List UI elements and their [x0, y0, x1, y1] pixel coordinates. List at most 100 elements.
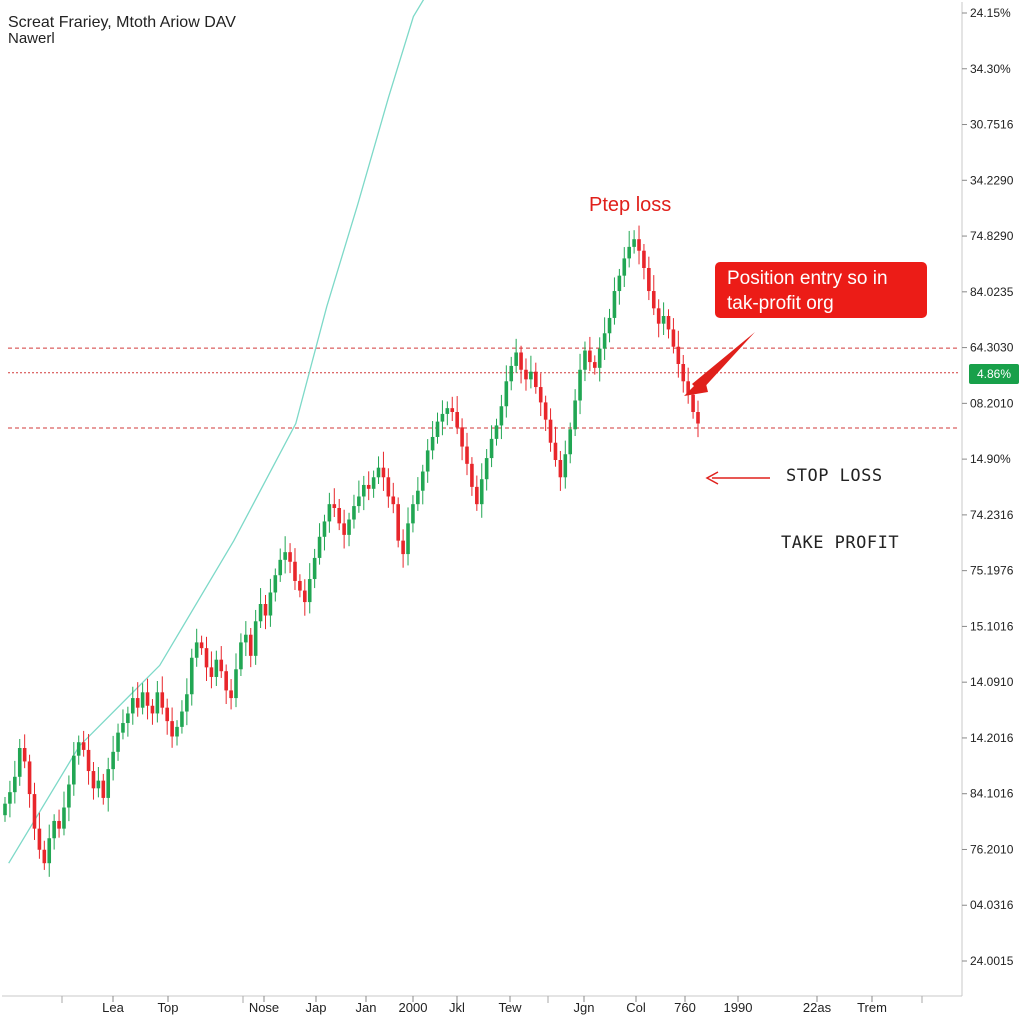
candle-body: [691, 394, 695, 412]
x-tick-label: 22as: [803, 1000, 832, 1015]
candle: [381, 451, 386, 491]
candle-body: [91, 771, 96, 789]
candle: [386, 468, 391, 508]
y-tick-label: 84.1016: [970, 787, 1014, 801]
candle: [543, 395, 548, 432]
candle: [150, 699, 155, 725]
candle-body: [327, 504, 332, 522]
candle-body: [214, 659, 219, 677]
candle: [67, 775, 71, 822]
candle: [504, 365, 509, 418]
candle-body: [17, 748, 22, 777]
y-tick-label: 04.0316: [970, 898, 1014, 912]
candle: [583, 341, 587, 382]
moving-average: [8, 0, 425, 864]
candle: [116, 723, 120, 761]
candle: [229, 679, 233, 710]
candle-body: [185, 694, 189, 712]
candle-body: [126, 713, 130, 724]
candle-body: [558, 460, 563, 478]
candle: [371, 470, 376, 498]
x-tick-label: 1990: [724, 1000, 753, 1015]
candle-body: [72, 755, 76, 785]
candle: [509, 356, 514, 391]
candle: [391, 482, 396, 514]
candle: [671, 318, 676, 354]
candle-body: [3, 803, 7, 816]
candle: [445, 401, 450, 426]
candle: [357, 480, 361, 513]
stop-loss-arrow-head: [705, 471, 719, 485]
candle: [96, 767, 101, 798]
candle: [283, 536, 287, 574]
y-tick-label: 64.3030: [970, 341, 1014, 355]
candle-body: [180, 711, 184, 727]
candle: [317, 523, 322, 565]
y-tick-label: 14.2016: [970, 731, 1014, 745]
candle-body: [568, 429, 573, 455]
candle-body: [81, 742, 86, 750]
candle: [13, 760, 17, 804]
candle: [204, 636, 209, 681]
stop-loss-label: STOP LOSS: [786, 466, 883, 486]
candle-body: [671, 329, 676, 347]
candle-body: [116, 732, 120, 752]
candle: [642, 244, 646, 280]
candle: [666, 309, 671, 339]
candle-body: [538, 387, 543, 403]
candle: [548, 408, 553, 452]
candle-body: [504, 381, 509, 407]
candle-body: [303, 590, 307, 603]
candle: [62, 791, 66, 836]
candle-body: [386, 477, 391, 497]
candle: [17, 738, 22, 786]
candle: [479, 463, 484, 518]
candle: [573, 389, 577, 436]
candle-body: [342, 523, 346, 535]
candle: [637, 225, 641, 265]
x-tick-label: Jap: [306, 1000, 327, 1015]
x-tick-label: Top: [158, 1000, 179, 1015]
candle-body: [371, 477, 376, 489]
candle-body: [602, 333, 607, 349]
candle-body: [489, 438, 494, 459]
candle: [27, 754, 32, 808]
candle: [86, 733, 91, 785]
take-profit-label: TAKE PROFIT: [781, 533, 900, 553]
candle-body: [194, 642, 199, 658]
candle-body: [135, 698, 140, 708]
x-tick-label: Col: [626, 1000, 646, 1015]
candle: [76, 735, 81, 765]
candle-body: [406, 523, 410, 555]
candle: [130, 686, 135, 725]
candle-body: [288, 552, 292, 562]
candle-body: [199, 642, 204, 649]
candle: [489, 425, 494, 468]
candle: [435, 412, 440, 444]
candle-body: [42, 849, 47, 864]
y-tick-label: 30.7516: [970, 118, 1014, 132]
candle: [42, 840, 47, 870]
candle-body: [47, 838, 52, 864]
candle: [656, 299, 661, 338]
candle-body: [607, 317, 612, 334]
candle: [47, 824, 52, 877]
candle: [312, 548, 317, 589]
candle-body: [293, 561, 297, 581]
candle-body: [681, 364, 686, 382]
y-tick-label: 74.2316: [970, 508, 1014, 522]
candle: [180, 700, 184, 734]
candle: [263, 594, 268, 630]
candle: [519, 345, 523, 384]
x-tick-label: Trem: [857, 1000, 887, 1015]
chart-subtitle: Nawerl: [8, 30, 55, 47]
candle: [568, 422, 573, 464]
candle-body: [416, 490, 420, 505]
candle-body: [381, 467, 386, 478]
candle: [121, 709, 125, 740]
candle: [293, 548, 297, 590]
price-badge: 4.86%: [969, 364, 1019, 384]
candle-body: [676, 346, 681, 364]
candle-body: [686, 381, 690, 395]
